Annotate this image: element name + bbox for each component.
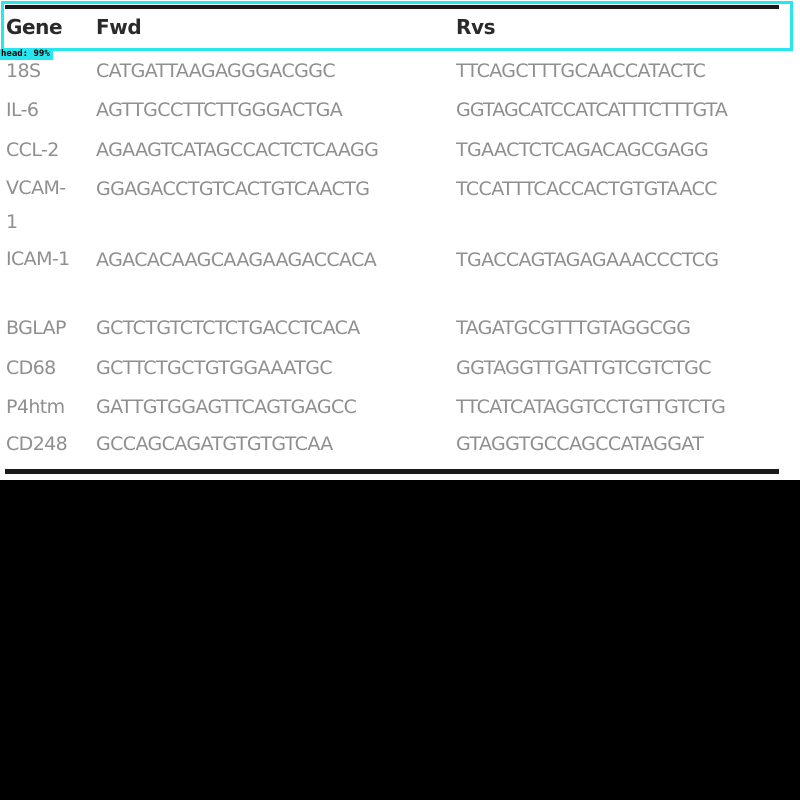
rvs-cell: TTCATCATAGGTCCTGTTGTCTG	[456, 396, 726, 418]
table-top-rule	[5, 5, 779, 9]
gene-cell: 18S	[6, 60, 41, 82]
fwd-cell: GCTCTGTCTCTCTGACCTCACA	[96, 317, 360, 339]
rvs-cell: TGAACTCTCAGACAGCGAGG	[456, 139, 709, 161]
table-bottom-rule	[5, 469, 779, 474]
gene-cell: BGLAP	[6, 317, 67, 339]
detection-label: head: 99%	[0, 49, 53, 60]
rvs-cell: TGACCAGTAGAGAAACCCTCG	[456, 249, 719, 271]
rvs-cell: TAGATGCGTTTGTAGGCGG	[456, 317, 691, 339]
gene-cell: CD68	[6, 357, 56, 379]
header-fwd: Fwd	[96, 15, 142, 39]
gene-cell: IL-6	[6, 99, 39, 121]
gene-cell: P4htm	[6, 396, 65, 418]
header-gene: Gene	[6, 15, 63, 39]
rvs-cell: TTCAGCTTTGCAACCATACTC	[456, 60, 706, 82]
fwd-cell: AGAAGTCATAGCCACTCTCAAGG	[96, 139, 379, 161]
fwd-cell: GCCAGCAGATGTGTGTCAA	[96, 433, 333, 455]
fwd-cell: GGAGACCTGTCACTGTCAACTG	[96, 178, 370, 200]
primer-table: Gene Fwd Rvs head: 99% 18S CATGATTAAGAGG…	[0, 0, 800, 480]
fwd-cell: AGTTGCCTTCTTGGGACTGA	[96, 99, 343, 121]
fwd-cell: GATTGTGGAGTTCAGTGAGCC	[96, 396, 357, 418]
fwd-cell: GCTTCTGCTGTGGAAATGC	[96, 357, 333, 379]
detection-box	[1, 1, 793, 51]
gene-cell: VCAM-1	[6, 177, 66, 233]
rvs-cell: GGTAGCATCCATCATTTCTTTGTA	[456, 99, 728, 121]
rvs-cell: GGTAGGTTGATTGTCGTCTGC	[456, 357, 712, 379]
fwd-cell: AGACACAAGCAAGAAGACCACA	[96, 249, 377, 271]
rvs-cell: TCCATTTCACCACTGTGTAACC	[456, 178, 718, 200]
rvs-cell: GTAGGTGCCAGCCATAGGAT	[456, 433, 704, 455]
gene-cell: CCL-2	[6, 139, 59, 161]
header-rvs: Rvs	[456, 15, 496, 39]
fwd-cell: CATGATTAAGAGGGACGGC	[96, 60, 336, 82]
gene-cell: CD248	[6, 433, 68, 455]
gene-cell: ICAM-1	[6, 248, 70, 270]
